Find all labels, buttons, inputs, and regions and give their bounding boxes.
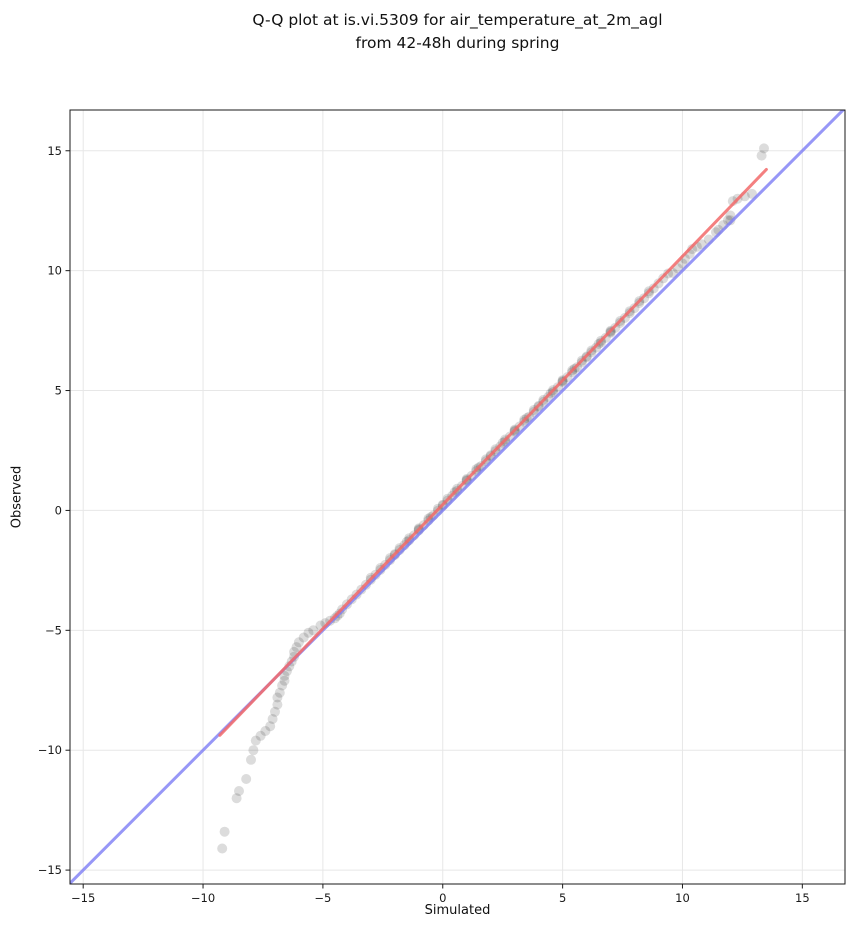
scatter-point: [653, 278, 664, 289]
scatter-point: [270, 706, 280, 717]
scatter-point: [277, 680, 288, 691]
scatter-point: [747, 188, 757, 199]
scatter-point: [248, 745, 259, 756]
scatter-point: [274, 687, 285, 698]
scatter-point: [217, 843, 228, 854]
scatter-point: [648, 283, 659, 294]
scatter-point: [291, 642, 302, 653]
fit-line: [218, 167, 768, 737]
scatter-point: [308, 625, 319, 636]
scatter-point: [231, 793, 242, 804]
y-tick-label: 0: [55, 503, 62, 517]
scatter-point: [246, 754, 256, 765]
x-tick-label: 10: [675, 891, 690, 905]
scatter-point: [272, 692, 283, 703]
x-tick-label: 15: [795, 891, 810, 905]
scatter-point: [663, 268, 674, 279]
scatter-point: [759, 143, 769, 154]
scatter-point: [725, 215, 736, 226]
x-axis-label: Simulated: [424, 903, 491, 918]
y-tick-label: −5: [45, 623, 62, 637]
chart-title-line2: from 42-48h during spring: [355, 34, 560, 52]
scatter-point: [293, 637, 304, 648]
scatter-point: [265, 721, 276, 732]
x-tick-label: −5: [314, 891, 331, 905]
scatter-point: [260, 726, 271, 736]
y-tick-label: 10: [47, 264, 62, 278]
scatter-point: [219, 826, 230, 837]
scatter-point: [279, 670, 290, 681]
chart-title: Q-Q plot at is.vi.5309 for air_temperatu…: [70, 9, 845, 55]
scatter-point: [687, 244, 698, 255]
plot-border: [69, 109, 846, 885]
y-tick-label: −10: [38, 743, 62, 757]
scatter-point: [267, 714, 278, 724]
chart-title-line1: Q-Q plot at is.vi.5309 for air_temperatu…: [252, 11, 663, 29]
x-tick-label: −15: [71, 891, 95, 905]
y-tick-label: 15: [47, 144, 62, 158]
scatter-point: [255, 730, 266, 741]
scatter-point: [298, 632, 309, 643]
scatter-point: [234, 786, 244, 796]
scatter-point: [756, 150, 767, 161]
y-tick-label: 5: [55, 384, 62, 398]
scatter-point: [272, 699, 283, 710]
scatter-point: [725, 210, 736, 221]
y-tick-label: −15: [38, 863, 62, 877]
y-axis-label: Observed: [9, 465, 25, 529]
x-tick-label: −10: [191, 891, 215, 905]
scatter-point: [284, 661, 295, 672]
scatter-point: [303, 627, 314, 638]
data-layer: [70, 110, 845, 884]
scatter-point: [241, 774, 252, 784]
x-tick-label: 0: [439, 891, 446, 905]
scatter-point: [279, 675, 290, 686]
scatter-point: [250, 735, 261, 746]
identity-line: [70, 110, 845, 884]
x-tick-label: 5: [559, 891, 566, 905]
